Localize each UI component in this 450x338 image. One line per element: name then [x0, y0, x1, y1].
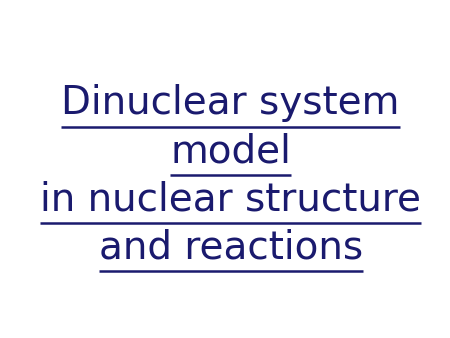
- Text: and reactions: and reactions: [99, 228, 363, 266]
- Text: model: model: [170, 132, 291, 170]
- Text: Dinuclear system: Dinuclear system: [62, 84, 400, 122]
- Text: in nuclear structure: in nuclear structure: [40, 180, 421, 218]
